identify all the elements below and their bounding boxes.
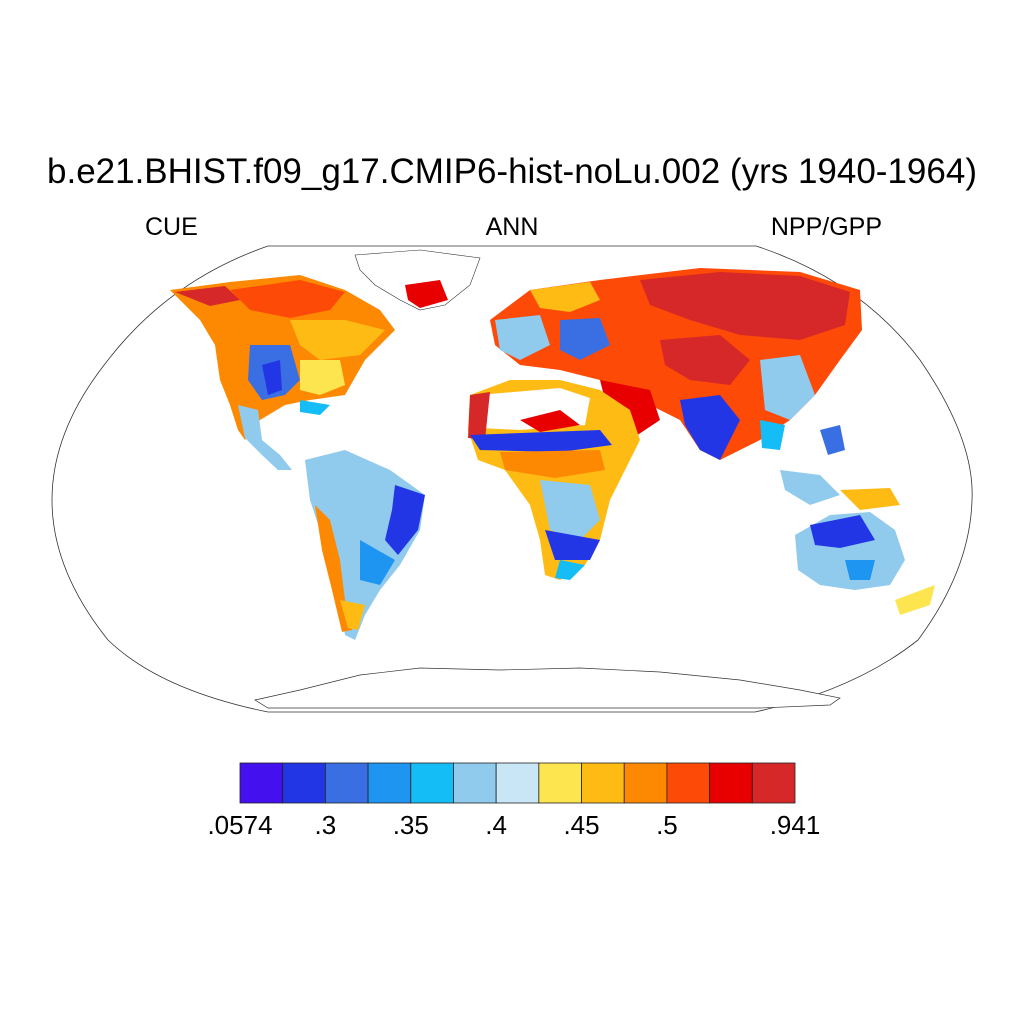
colorbar-swatch-6 bbox=[495, 762, 540, 804]
colorbar-swatch-10 bbox=[666, 762, 711, 804]
colorbar-tick-label: .0574 bbox=[207, 810, 273, 840]
subtitle-units: NPP/GPP bbox=[770, 213, 882, 241]
colorbar-swatch-0 bbox=[239, 762, 284, 804]
colorbar-tick-label: .5 bbox=[656, 810, 678, 840]
map-frame bbox=[51, 245, 973, 713]
colorbar-tick-label: .35 bbox=[392, 810, 429, 840]
colorbar-swatch-4 bbox=[410, 762, 454, 804]
subtitle-variable: CUE bbox=[145, 213, 198, 241]
region-north-america bbox=[170, 275, 395, 470]
region-southeast-asia bbox=[780, 425, 900, 510]
colorbar-swatch-7 bbox=[538, 762, 582, 804]
region-south-america bbox=[305, 450, 425, 640]
colorbar-swatch-2 bbox=[324, 762, 369, 804]
colorbar-tick-label: .45 bbox=[563, 810, 600, 840]
colorbar-swatch-12 bbox=[751, 762, 796, 804]
colorbar-swatch-1 bbox=[282, 762, 326, 804]
colorbar-tick-label: .4 bbox=[485, 810, 507, 840]
colorbar-swatch-9 bbox=[623, 762, 668, 804]
colorbar-tick-label: .941 bbox=[769, 810, 821, 840]
region-antarctica bbox=[254, 667, 841, 709]
colorbar-tick-label: .3 bbox=[314, 810, 337, 840]
colorbar-swatch-5 bbox=[453, 762, 497, 804]
region-australia bbox=[795, 512, 935, 615]
region-africa bbox=[468, 380, 640, 580]
plot-title: b.e21.BHIST.f09_g17.CMIP6-hist-noLu.002 … bbox=[47, 152, 977, 191]
subtitle-season: ANN bbox=[485, 213, 539, 241]
colorbar-swatch-3 bbox=[367, 762, 412, 804]
region-eurasia bbox=[490, 268, 862, 460]
colorbar-swatch-11 bbox=[709, 762, 753, 804]
region-greenland bbox=[354, 249, 481, 311]
colorbar-swatch-8 bbox=[581, 762, 625, 804]
